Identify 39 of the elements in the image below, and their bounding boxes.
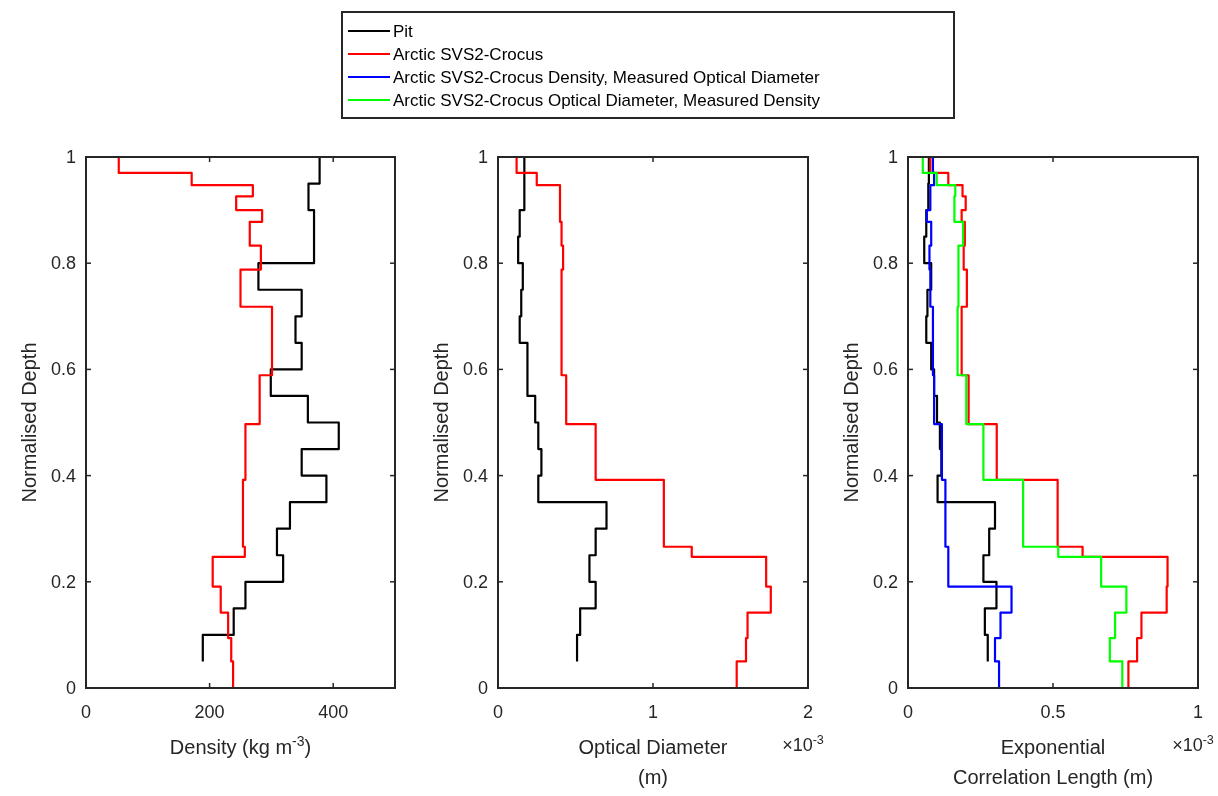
- y-tick-label: 0.8: [50, 253, 76, 274]
- y-tick-label: 0.6: [462, 359, 488, 380]
- y-tick-label: 0.4: [462, 465, 488, 486]
- y-tick-label: 1: [65, 147, 76, 167]
- y-tick-label: 0.4: [872, 465, 898, 486]
- legend-label: Arctic SVS2-Crocus Optical Diameter, Measured Density: [393, 91, 821, 110]
- y-tick-label: 0.2: [872, 571, 898, 592]
- legend-label: Arctic SVS2-Crocus Density, Measured Optical Diameter: [393, 68, 821, 87]
- y-tick-label: 0.6: [50, 359, 76, 380]
- y-tick-label: 0.8: [462, 253, 488, 274]
- x-tick-label: 0: [492, 702, 504, 722]
- y-tick-label: 1: [887, 147, 898, 167]
- y-axis-title: Normalised Depth: [840, 342, 862, 503]
- legend-label: Pit: [393, 22, 414, 41]
- y-axis-title: Normalised Depth: [430, 342, 452, 503]
- x-tick-label: 200: [194, 702, 225, 722]
- y-tick-label: 0.6: [872, 359, 898, 380]
- y-tick-label: 1: [477, 147, 488, 167]
- y-tick-label: 0.4: [50, 465, 76, 486]
- y-tick-label: 0.2: [462, 571, 488, 592]
- x-axis-title: Density (kg m$^{-3}$): [169, 733, 312, 758]
- legend-label: Arctic SVS2-Crocus: [393, 45, 544, 64]
- x-axis-title: Exponential Correlation Length (m): [952, 736, 1154, 788]
- x-tick-label: 2: [802, 702, 814, 722]
- text: ×10$^{-3}$: [1172, 733, 1214, 755]
- y-tick-label: 0.2: [50, 571, 76, 592]
- x-tick-label: 400: [318, 702, 349, 722]
- x-tick-label: 1: [1192, 702, 1204, 722]
- x-tick-label: 0: [902, 702, 914, 722]
- y-tick-label: 0.8: [872, 253, 898, 274]
- x-tick-label: 0.5: [1040, 702, 1066, 722]
- text: ×10$^{-3}$: [782, 733, 824, 755]
- y-tick-label: 0: [887, 678, 898, 698]
- x-axis-title: Optical Diameter (m): [578, 736, 728, 788]
- x-tick-label: 0: [80, 702, 92, 722]
- x-tick-label: 1: [647, 702, 659, 722]
- y-tick-label: 0: [477, 678, 488, 698]
- y-tick-label: 0: [65, 678, 76, 698]
- y-axis-title: Normalised Depth: [18, 342, 40, 503]
